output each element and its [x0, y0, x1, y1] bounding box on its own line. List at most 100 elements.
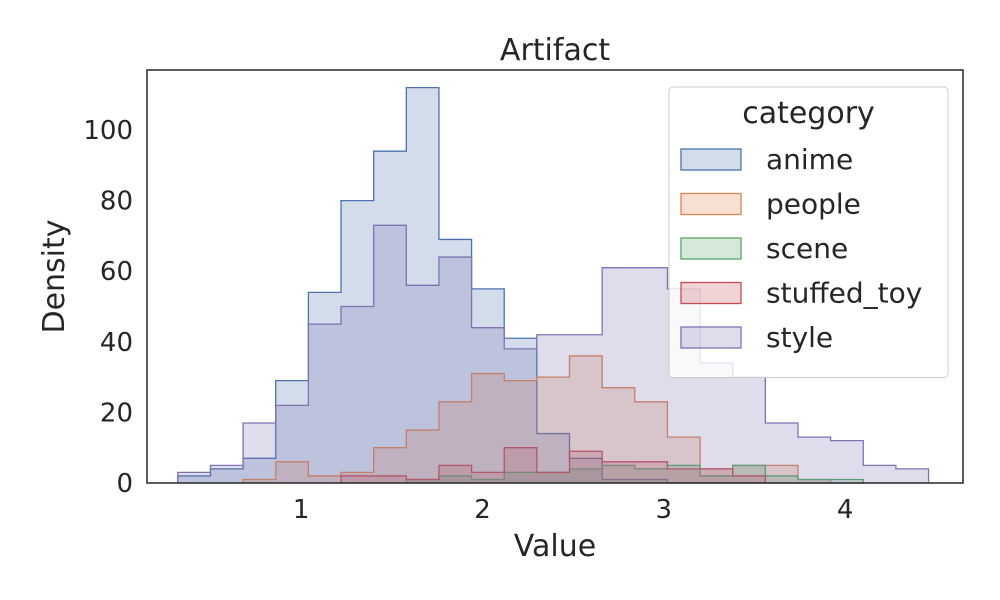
bar-style-3: [275, 405, 309, 483]
outline-scene: [405, 464, 864, 483]
x-tick-label: 1: [293, 495, 310, 525]
legend-swatch-style: [680, 326, 742, 349]
legend-label-style: style: [766, 321, 833, 354]
plot-frame: [146, 69, 964, 484]
bar-scene-2: [471, 479, 505, 483]
bar-stuffed-toy-2: [406, 479, 439, 483]
y-tick-label: 100: [83, 116, 133, 146]
legend-swatch-stuffed-toy: [680, 281, 742, 305]
bar-anime-11: [536, 433, 570, 483]
bar-people-1: [275, 461, 309, 483]
bar-people-10: [569, 355, 603, 483]
bar-people-9: [536, 377, 570, 483]
legend-label-anime: anime: [766, 143, 853, 176]
legend-swatch-anime: [680, 148, 742, 171]
bar-stuffed-toy-11: [700, 468, 733, 483]
bar-people-6: [438, 401, 472, 483]
y-tick-label: 0: [116, 469, 133, 499]
bar-scene-5: [569, 468, 603, 483]
x-tick-label: 4: [837, 495, 854, 525]
bar-style-5: [341, 306, 374, 483]
bar-style-18: [765, 422, 798, 483]
bar-people-13: [667, 437, 701, 483]
bar-anime-6: [373, 151, 407, 483]
bar-scene-4: [536, 472, 570, 483]
bar-people-4: [373, 447, 407, 483]
bar-people-5: [406, 430, 439, 483]
bar-anime-8: [438, 239, 472, 483]
bar-scene-8: [667, 465, 701, 483]
bar-style-10: [504, 348, 537, 483]
bar-people-7: [471, 373, 505, 483]
bar-people-17: [797, 479, 831, 483]
y-axis-ticks: 0 20 40 60 80 100: [83, 116, 133, 499]
series-stuffed-toy: [340, 447, 766, 483]
bar-people-15: [732, 465, 766, 483]
series-scene: [405, 464, 864, 483]
bar-anime-9: [471, 288, 505, 483]
bar-stuffed-toy-7: [569, 451, 603, 483]
bar-people-2: [308, 475, 342, 483]
y-tick-label: 20: [100, 398, 133, 428]
bar-stuffed-toy-12: [732, 475, 766, 483]
bar-scene-11: [765, 475, 798, 483]
bar-scene-6: [602, 465, 635, 483]
x-tick-label: 2: [474, 495, 491, 525]
bar-stuffed-toy-6: [536, 472, 570, 483]
x-axis-label: Value: [514, 529, 596, 564]
bar-style-4: [308, 324, 342, 483]
bar-people-0: [243, 479, 276, 483]
bar-style-17: [732, 377, 766, 483]
bar-style-1: [210, 465, 244, 483]
bar-scene-10: [732, 465, 766, 483]
bar-stuffed-toy-1: [373, 475, 407, 483]
bar-anime-1: [210, 468, 244, 483]
bar-style-22: [895, 468, 929, 483]
chart-title: Artifact: [500, 33, 610, 68]
legend-label-people: people: [766, 188, 861, 221]
bar-style-21: [863, 465, 896, 483]
bar-style-6: [373, 225, 407, 484]
bar-people-11: [602, 387, 635, 483]
bar-scene-0: [406, 479, 439, 483]
bar-style-19: [797, 437, 831, 483]
outline-style: [177, 224, 930, 483]
bar-scene-1: [438, 475, 472, 483]
legend: category anime people scene stuffed_toystyl…: [668, 86, 949, 378]
legend-swatch-scene: [680, 237, 742, 260]
bar-style-13: [602, 267, 635, 483]
bar-style-14: [634, 267, 668, 483]
bar-people-3: [341, 472, 374, 483]
bar-style-20: [830, 440, 864, 483]
bar-scene-13: [830, 479, 864, 483]
bar-stuffed-toy-3: [438, 465, 472, 483]
bar-anime-5: [341, 200, 374, 483]
bar-style-0: [177, 472, 211, 483]
x-tick-label: 3: [656, 495, 673, 525]
bar-style-9: [471, 327, 505, 483]
bar-scene-9: [700, 475, 733, 483]
bar-anime-3: [275, 380, 309, 483]
legend-box: [668, 86, 949, 378]
bar-style-11: [536, 334, 570, 483]
bar-scene-3: [504, 472, 537, 483]
bar-stuffed-toy-8: [602, 461, 635, 483]
bar-stuffed-toy-4: [471, 472, 505, 483]
y-axis-label: Density: [37, 219, 72, 333]
y-tick-label: 80: [100, 187, 133, 217]
legend-label-stuffed-toy: stuffed_toy: [766, 277, 922, 310]
bar-scene-12: [797, 479, 831, 483]
x-axis-ticks: 1 2 3 4: [293, 495, 854, 525]
bar-people-16: [765, 465, 798, 483]
bar-style-12: [569, 334, 603, 483]
y-tick-label: 60: [100, 257, 133, 287]
bar-style-16: [700, 362, 733, 483]
y-tick-label: 40: [100, 328, 133, 358]
series-people: [242, 355, 832, 483]
bar-stuffed-toy-9: [634, 461, 668, 483]
legend-label-scene: scene: [766, 232, 848, 265]
bar-anime-12: [569, 458, 603, 483]
bar-anime-0: [177, 475, 211, 483]
bar-style-7: [406, 285, 439, 483]
